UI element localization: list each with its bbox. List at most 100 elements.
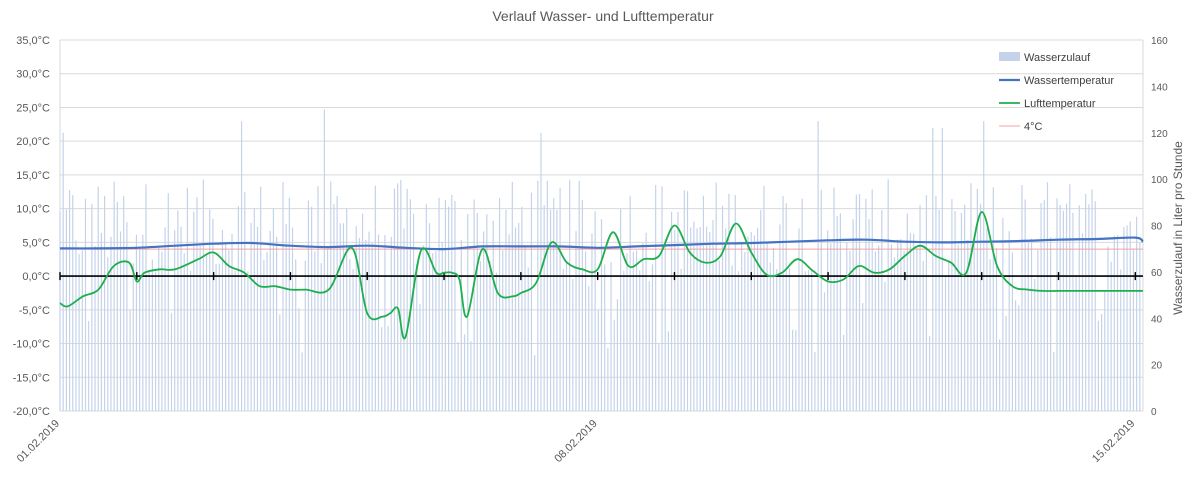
wasserzulauf-bar	[1091, 189, 1093, 411]
wasserzulauf-bar	[890, 244, 892, 411]
wasserzulauf-bar	[884, 282, 886, 411]
wasserzulauf-bar	[428, 223, 431, 411]
wasserzulauf-bar	[575, 231, 577, 411]
wasserzulauf-bar	[922, 260, 924, 411]
wasserzulauf-bar	[979, 203, 982, 411]
wasserzulauf-bar	[139, 248, 141, 411]
wasserzulauf-bar	[957, 244, 959, 411]
wasserzulauf-bar	[852, 219, 854, 411]
wasserzulauf-bar	[142, 234, 144, 411]
wasserzulauf-bar	[868, 219, 870, 411]
wasserzulauf-bar	[667, 331, 669, 411]
wasserzulauf-bar	[753, 235, 755, 411]
wasserzulauf-bar	[995, 248, 998, 411]
wasserzulauf-bar	[1002, 218, 1004, 411]
wasserzulauf-bar	[199, 245, 201, 411]
y-left-tick-label: 15,0°C	[16, 170, 50, 182]
wasserzulauf-bar	[546, 180, 548, 411]
wasserzulauf-bar	[534, 355, 536, 411]
wasserzulauf-bar	[457, 341, 459, 411]
y-left-tick-label: 20,0°C	[16, 136, 50, 148]
wasserzulauf-bar	[110, 236, 112, 411]
wasserzulauf-bar	[858, 194, 861, 411]
wasserzulauf-bar	[390, 236, 392, 411]
wasserzulauf-bar	[725, 228, 727, 411]
wasserzulauf-bar	[381, 327, 383, 411]
wasserzulauf-bar	[645, 232, 647, 411]
wasserzulauf-bar	[613, 319, 615, 411]
wasserzulauf-bar	[276, 236, 278, 411]
wasserzulauf-bar	[795, 330, 797, 411]
wasserzulauf-bar	[1094, 201, 1096, 411]
wasserzulauf-bar	[906, 213, 908, 411]
wasserzulauf-bar	[320, 263, 322, 411]
wasserzulauf-bar	[505, 209, 507, 411]
wasserzulauf-bar	[355, 226, 357, 411]
wasserzulauf-bar	[282, 181, 284, 411]
wasserzulauf-bar	[893, 257, 896, 411]
wasserzulauf-bar	[785, 203, 787, 411]
wasserzulauf-bar	[842, 334, 845, 411]
wasserzulauf-bar	[81, 250, 83, 411]
wasserzulauf-bar	[250, 222, 252, 411]
wasserzulauf-bar	[336, 195, 338, 411]
wasserzulauf-bar	[524, 245, 526, 411]
wasserzulauf-bar	[365, 239, 367, 411]
wasserzulauf-bar	[1120, 269, 1122, 411]
wasserzulauf-bar	[78, 254, 80, 411]
wasserzulauf-bar	[741, 244, 743, 411]
wasserzulauf-bar	[849, 250, 851, 411]
wasserzulauf-bar	[772, 247, 775, 411]
wasserzulauf-bar	[718, 260, 720, 411]
wasserzulauf-bar	[706, 226, 708, 411]
wasserzulauf-bar	[448, 206, 450, 411]
wasserzulauf-bar	[954, 211, 956, 411]
wasserzulauf-bar	[377, 234, 380, 411]
wasserzulauf-bar	[779, 224, 781, 411]
y-right-tick-label: 140	[1151, 82, 1168, 93]
wasserzulauf-bar	[317, 186, 319, 411]
wasserzulauf-bar	[989, 259, 991, 411]
wasserzulauf-bar	[1075, 274, 1077, 411]
y-right-tick-label: 40	[1151, 314, 1163, 325]
wasserzulauf-bar	[75, 240, 77, 411]
wasserzulauf-bar	[463, 334, 466, 411]
legend: Wasserzulauf Wassertemperatur Lufttemperat…	[999, 52, 1114, 133]
y-right-tick-label: 80	[1151, 222, 1163, 233]
wasserzulauf-bar	[240, 121, 243, 411]
wasserzulauf-bar	[218, 263, 220, 411]
legend-swatch-wasserzulauf	[999, 52, 1020, 61]
y-left-tick-label: 0,0°C	[22, 271, 50, 283]
wasserzulauf-bar	[1129, 221, 1131, 411]
wasserzulauf-bar	[862, 302, 864, 411]
wasserzulauf-bar	[655, 184, 657, 411]
y-left-tick-label: -10,0°C	[13, 339, 50, 351]
wasserzulauf-bar	[1136, 216, 1138, 411]
wasserzulauf-bar	[760, 210, 762, 411]
wasserzulauf-bar	[817, 121, 819, 411]
wasserzulauf-bar	[629, 195, 631, 411]
y-left-tick-label: -20,0°C	[13, 406, 50, 418]
wasserzulauf-bar	[1053, 352, 1055, 411]
wasserzulauf-bar	[1037, 250, 1039, 411]
wasserzulauf-bar	[951, 199, 953, 411]
wasserzulauf-bar	[578, 180, 580, 411]
wasserzulauf-bar	[702, 195, 705, 411]
wasserzulauf-bar	[881, 210, 883, 411]
wasserzulauf-bar	[295, 259, 297, 411]
wasserzulauf-bar	[202, 179, 204, 411]
wasserzulauf-bar	[664, 239, 666, 411]
wasserzulauf-bar	[1062, 210, 1064, 411]
wasserzulauf-bar	[266, 252, 268, 411]
wasserzulauf-bar	[807, 270, 810, 411]
wasserzulauf-bar	[699, 226, 701, 411]
wasserzulauf-bar	[301, 352, 303, 411]
wasserzulauf-bar	[393, 188, 396, 411]
wasserzulauf-bar	[451, 194, 453, 411]
wasserzulauf-bar	[820, 189, 822, 411]
wasserzulauf-bar	[135, 234, 138, 411]
wasserzulauf-bar	[715, 182, 717, 411]
wasserzulauf-bar	[1104, 290, 1106, 411]
wasserzulauf-bar	[756, 227, 759, 411]
